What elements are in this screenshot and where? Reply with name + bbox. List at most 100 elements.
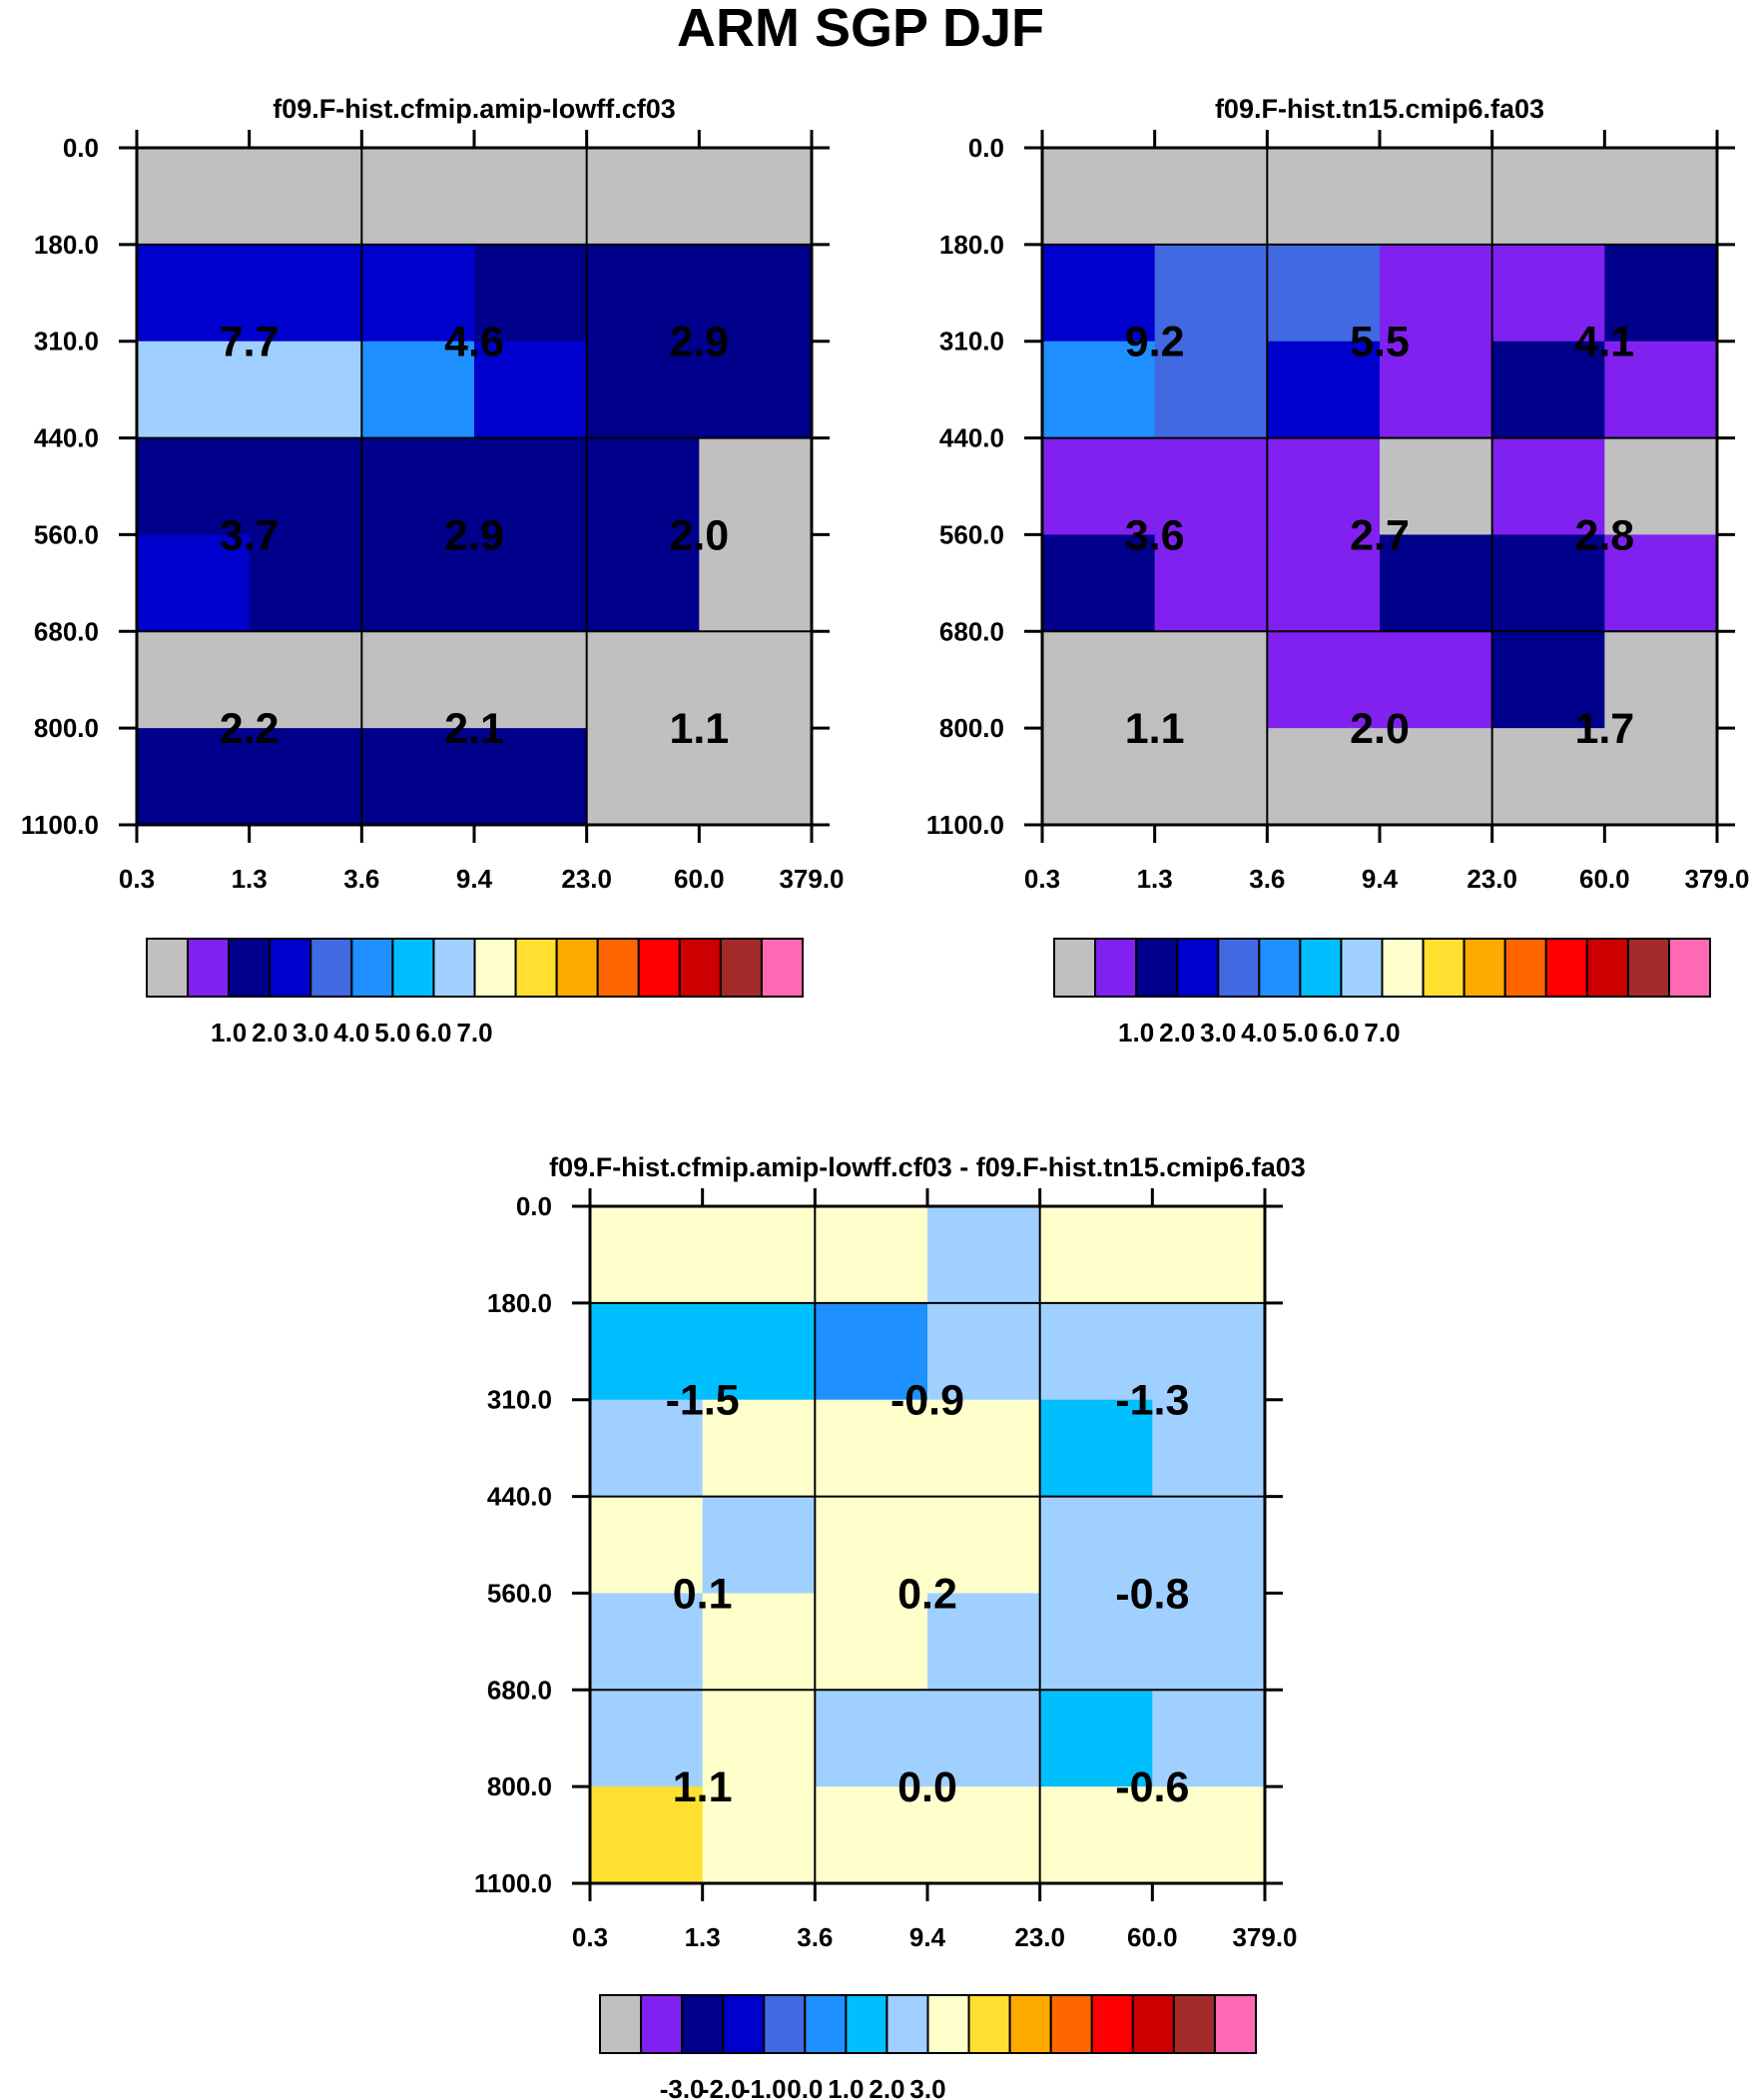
heatmap-cell bbox=[249, 728, 362, 826]
heatmap-cell bbox=[1491, 244, 1605, 343]
colorbar-swatch bbox=[637, 938, 681, 998]
heatmap-cell bbox=[1380, 148, 1493, 246]
heatmap-cell bbox=[586, 244, 700, 343]
heatmap-cell bbox=[1039, 1302, 1153, 1401]
heatmap-cell bbox=[1154, 244, 1268, 343]
heatmap-cell bbox=[137, 631, 251, 729]
colorbar-tick-label: 6.0 bbox=[415, 1018, 451, 1048]
heatmap-cell bbox=[699, 534, 813, 632]
x-tick-label: 23.0 bbox=[561, 864, 612, 894]
cell-value-label: 3.6 bbox=[1125, 511, 1185, 559]
x-tick-label: 9.4 bbox=[909, 1922, 946, 1952]
figure-title: ARM SGP DJF bbox=[677, 0, 1044, 58]
colorbar-tick-label: 3.0 bbox=[1200, 1018, 1236, 1048]
y-tick-label: 440.0 bbox=[487, 1482, 552, 1512]
heatmap-cell bbox=[1604, 631, 1718, 729]
heatmap-cell bbox=[1380, 244, 1493, 343]
heatmap-cell bbox=[699, 437, 813, 536]
heatmap-cell bbox=[1380, 534, 1493, 632]
x-tick-label: 60.0 bbox=[1127, 1922, 1178, 1952]
heatmap-cell bbox=[590, 1399, 704, 1498]
colorbar-swatch bbox=[1008, 1994, 1052, 2054]
heatmap-cell bbox=[702, 1786, 816, 1884]
heatmap-cell bbox=[1039, 1496, 1153, 1595]
x-tick-label: 60.0 bbox=[1579, 864, 1630, 894]
heatmap-cell bbox=[590, 1206, 704, 1304]
heatmap-cell bbox=[1042, 244, 1156, 343]
heatmap-cell bbox=[1267, 534, 1381, 632]
heatmap-cell bbox=[1380, 728, 1493, 826]
colorbar-swatch bbox=[1131, 1994, 1175, 2054]
colorbar-tick-label: 1.0 bbox=[828, 2074, 864, 2100]
heatmap-cell bbox=[927, 1690, 1041, 1787]
colorbar-swatch bbox=[1172, 1994, 1216, 2054]
y-tick-label: 1100.0 bbox=[21, 810, 99, 840]
y-tick-label: 560.0 bbox=[487, 1578, 552, 1608]
x-tick-label: 9.4 bbox=[1362, 864, 1399, 894]
heatmap-cell bbox=[474, 341, 588, 439]
cell-value-label: 0.0 bbox=[897, 1763, 957, 1811]
colorbar-swatch bbox=[599, 1994, 643, 2054]
heatmap-cell bbox=[1152, 1399, 1266, 1498]
colorbar-swatch bbox=[1667, 938, 1711, 998]
heatmap-cell bbox=[1267, 341, 1381, 439]
heatmap-cell bbox=[249, 437, 362, 536]
heatmap-cell bbox=[137, 244, 251, 343]
cell-value-label: 0.2 bbox=[897, 1570, 957, 1618]
x-tick-label: 0.3 bbox=[119, 864, 155, 894]
heatmap-cell bbox=[702, 1593, 816, 1691]
y-tick-label: 180.0 bbox=[939, 230, 1004, 260]
heatmap-cell bbox=[1604, 244, 1718, 343]
heatmap-cell bbox=[1604, 534, 1718, 632]
x-tick-label: 3.6 bbox=[1249, 864, 1285, 894]
heatmap-cell bbox=[1154, 437, 1268, 536]
heatmap-cell bbox=[699, 728, 813, 826]
heatmap-cell bbox=[474, 437, 588, 536]
colorbar-tick-label: 1.0 bbox=[211, 1018, 247, 1048]
x-tick-label: 379.0 bbox=[1232, 1922, 1297, 1952]
colorbar-swatch bbox=[350, 938, 394, 998]
heatmap-cell bbox=[1039, 1786, 1153, 1884]
y-tick-label: 560.0 bbox=[939, 519, 1004, 549]
y-tick-label: 310.0 bbox=[939, 327, 1004, 356]
heatmap-cell bbox=[1267, 437, 1381, 536]
colorbar-tick-label: 5.0 bbox=[374, 1018, 410, 1048]
heatmap-cell bbox=[1604, 728, 1718, 826]
cell-value-label: 4.6 bbox=[444, 319, 504, 366]
heatmap-cell bbox=[361, 341, 475, 439]
heatmap-cell bbox=[1267, 148, 1381, 246]
heatmap-cell bbox=[1039, 1206, 1153, 1304]
colorbar-swatch bbox=[678, 938, 722, 998]
colorbar-tick-label: 7.0 bbox=[456, 1018, 492, 1048]
y-tick-label: 1100.0 bbox=[926, 810, 1004, 840]
heatmap-cell bbox=[927, 1206, 1041, 1304]
heatmap-cell bbox=[815, 1302, 928, 1401]
colorbar-tick-label: 2.0 bbox=[252, 1018, 288, 1048]
cell-value-label: 2.2 bbox=[220, 705, 280, 753]
cell-value-label: -0.9 bbox=[890, 1377, 964, 1425]
heatmap-cell bbox=[1491, 728, 1605, 826]
heatmap-cell bbox=[1154, 341, 1268, 439]
heatmap-cell bbox=[474, 244, 588, 343]
heatmap-cell bbox=[1154, 631, 1268, 729]
heatmap-cell bbox=[1604, 437, 1718, 536]
heatmap-cell bbox=[815, 1496, 928, 1595]
heatmap-cell bbox=[137, 437, 251, 536]
cell-value-label: 4.1 bbox=[1574, 319, 1634, 366]
heatmap-cell bbox=[586, 728, 700, 826]
y-tick-label: 440.0 bbox=[34, 423, 99, 453]
heatmap-cell bbox=[702, 1399, 816, 1498]
heatmap-cell bbox=[361, 728, 475, 826]
colorbar-swatch bbox=[596, 938, 640, 998]
panel-title: f09.F-hist.cfmip.amip-lowff.cf03 - f09.F… bbox=[549, 1152, 1306, 1182]
heatmap-cell bbox=[137, 728, 251, 826]
colorbar-swatch bbox=[719, 938, 763, 998]
y-tick-label: 0.0 bbox=[516, 1191, 552, 1221]
heatmap-cell bbox=[1042, 534, 1156, 632]
heatmap-cell bbox=[1042, 631, 1156, 729]
heatmap-cell bbox=[815, 1593, 928, 1691]
x-tick-label: 0.3 bbox=[572, 1922, 608, 1952]
x-tick-label: 1.3 bbox=[1137, 864, 1173, 894]
heatmap-cell bbox=[1152, 1302, 1266, 1401]
cell-value-label: 1.7 bbox=[1574, 705, 1634, 753]
